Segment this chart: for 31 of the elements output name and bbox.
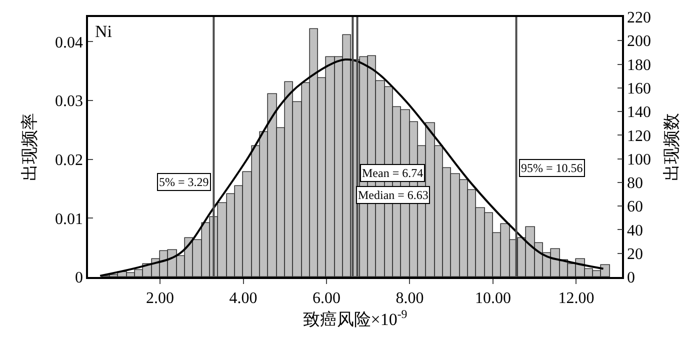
y2-axis-title: 出现频数 (662, 113, 681, 181)
y2-tick-label: 20 (626, 246, 643, 263)
y2-tick-label: 120 (626, 128, 651, 145)
y2-tick-label: 180 (626, 56, 651, 74)
y2-tick-label: 200 (626, 33, 651, 50)
y2-tick-label: 40 (626, 222, 643, 240)
y2-tick-label: 220 (626, 10, 651, 27)
y2-tick-label: 60 (626, 198, 643, 216)
y2-tick-label: 160 (626, 80, 651, 98)
x-tick-label: 2.00 (146, 290, 174, 307)
y-tick-label: 0.01 (55, 210, 84, 228)
y2-tick-label: 0 (626, 270, 635, 287)
ref-line-label: Mean = 6.74 (362, 166, 424, 180)
ref-line-label: 95% = 10.56 (521, 161, 583, 175)
annotation: Ni (95, 22, 112, 41)
y2-tick-label: 140 (626, 104, 651, 122)
x-tick-label: 12.00 (558, 290, 594, 307)
y2-tick-label: 80 (626, 175, 643, 192)
y-tick-label: 0 (75, 270, 84, 287)
x-tick-label: 10.00 (474, 290, 511, 307)
ref-line-label: Median = 6.63 (358, 188, 428, 202)
y-tick-label: 0.03 (55, 93, 84, 110)
y2-tick-label: 100 (626, 151, 651, 168)
x-tick-label: 4.00 (229, 290, 258, 307)
y-tick-label: 0.02 (55, 152, 84, 169)
y-axis-title: 出现频率 (20, 113, 40, 181)
x-axis-title: 致癌风险×10$^{-9}$ (302, 306, 408, 330)
ref-line-label: 5% = 3.29 (159, 175, 209, 189)
y-tick-label: 0.04 (55, 34, 84, 52)
x-tick-label: 6.00 (312, 290, 340, 307)
x-tick-label: 8.00 (396, 290, 424, 307)
